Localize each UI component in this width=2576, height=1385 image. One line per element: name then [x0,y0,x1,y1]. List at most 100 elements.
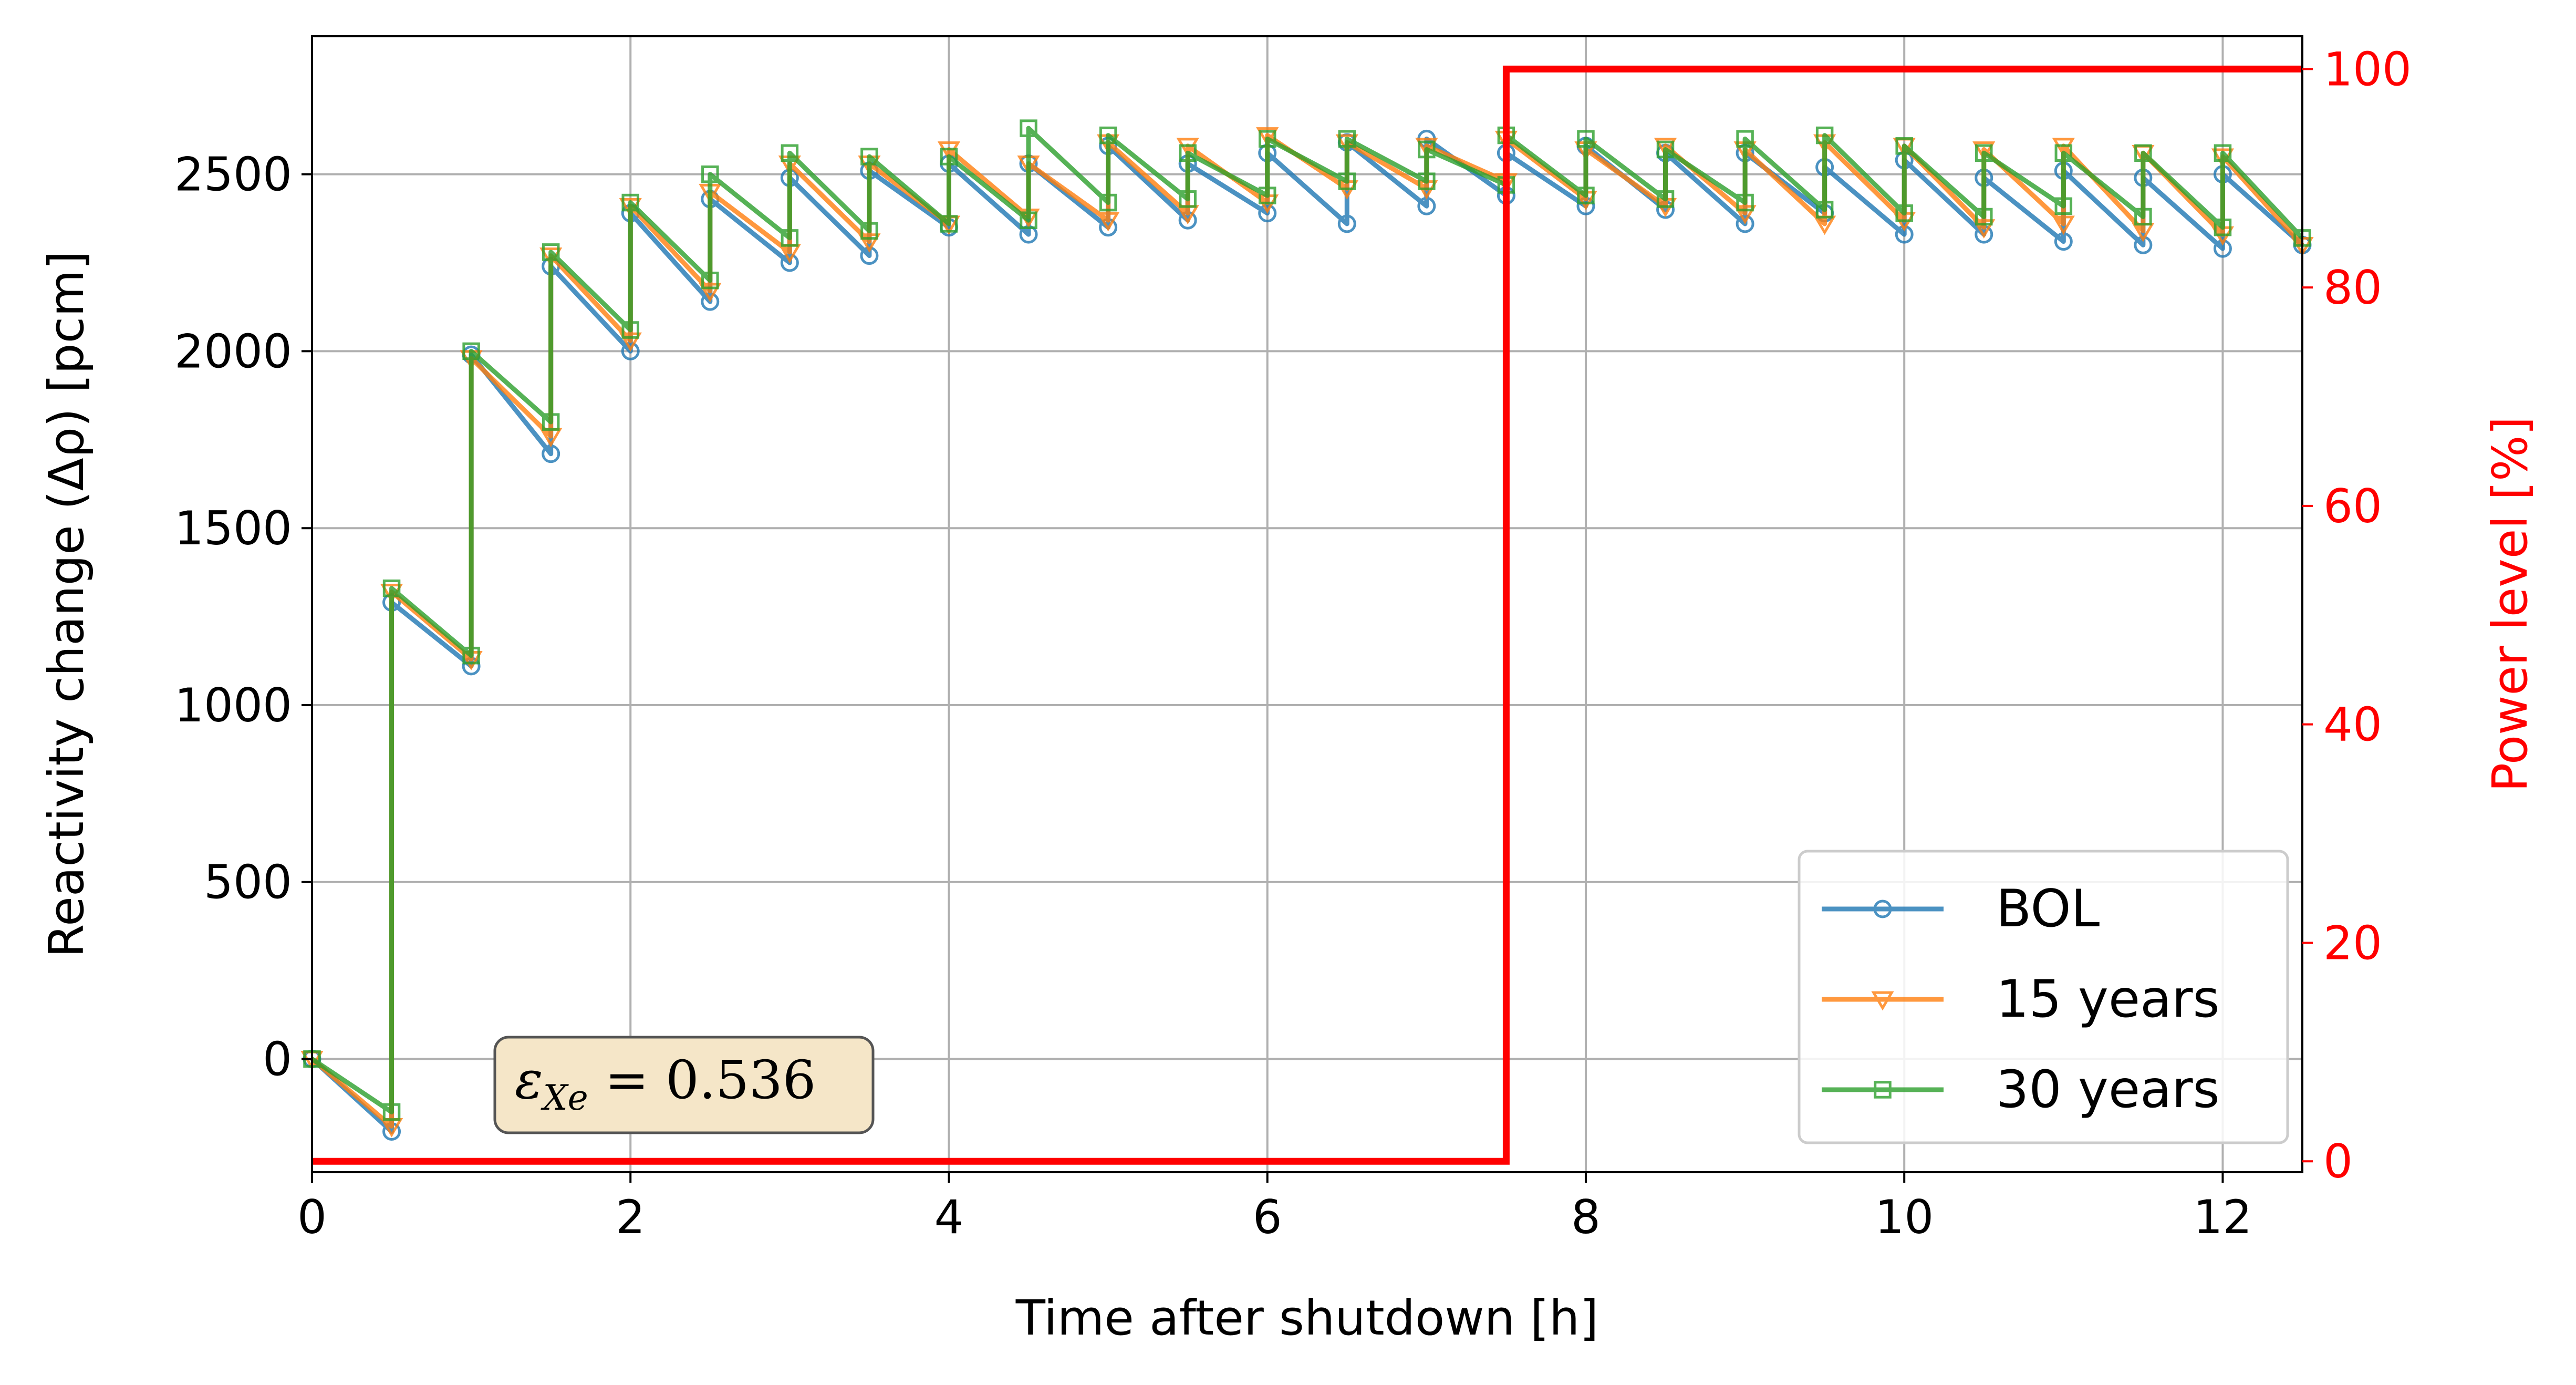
data-point [699,283,722,303]
data-point [1656,140,1675,159]
y-tick-label: 1000 [174,678,292,732]
data-point [1258,130,1276,148]
y-right-tick-label: 80 [2323,261,2382,315]
data-point [2134,208,2152,226]
data-point [781,144,799,162]
x-tick-label: 10 [1875,1190,1934,1244]
x-tick-label: 12 [2193,1190,2252,1244]
series-line [310,136,2304,1134]
power-level-line [312,65,2302,1165]
data-point [2214,218,2232,236]
annotation-value: = 0.536 [588,1049,816,1111]
data-point [2054,197,2073,215]
data-point [1972,219,1996,239]
data-point [1972,141,1996,161]
annotation-box [493,1036,875,1134]
data-point [1577,130,1595,148]
data-point [701,165,719,183]
data-point [462,342,480,360]
data-point [940,215,958,233]
data-point [619,332,642,352]
data-point [1096,212,1120,232]
data-point [2052,138,2075,158]
data-point [621,342,640,360]
data-point [1179,144,1197,162]
data-point [542,243,560,261]
legend: BOL 15 years 30 years [1798,850,2289,1144]
data-point [1736,214,1754,233]
data-point [1975,208,1993,226]
y-right-tick-label: 60 [2323,479,2382,533]
series-line [310,126,2304,1115]
legend-items: BOL 15 years 30 years [1822,879,2220,1120]
legend-label: 15 years [1996,969,2220,1029]
y-right-tick-label: 0 [2323,1134,2353,1188]
data-point [382,1103,401,1121]
data-point [1179,190,1197,208]
data-point [1975,144,1993,162]
data-point [2214,144,2232,162]
y-tick-label: 1500 [174,501,292,555]
y-right-tick-label: 20 [2323,916,2382,970]
y-tick-label: 2000 [174,324,292,378]
data-point [621,321,639,339]
data-point [1577,187,1595,204]
data-point [1258,187,1276,204]
data-point [1020,211,1037,229]
data-point [701,292,720,311]
data-point [1338,130,1356,148]
x-tick-label: 4 [934,1190,963,1244]
data-point [1418,140,1436,159]
data-point [1733,205,1757,225]
data-point [940,148,958,166]
data-point [1415,138,1438,158]
data-point [1736,130,1754,148]
data-point [462,646,480,665]
plot-frame [311,35,2303,1173]
data-point [1337,214,1356,233]
data-point [1654,138,1677,158]
xenon-annotation: εXe = 0.536 [493,1036,875,1134]
data-point [621,193,639,212]
data-point [2054,144,2073,162]
x-axis-title: Time after shutdown [h] [1015,1290,1598,1346]
data-point [860,222,878,240]
y-axis-title: Reactivity change (Δρ) [pcm] [38,251,95,957]
y-tick-label: 2500 [174,148,292,202]
data-layer [300,65,2314,1165]
data-point [2134,144,2152,162]
y-right-tick-label: 40 [2323,698,2382,752]
data-point [701,271,719,290]
legend-item [1822,1081,1944,1099]
data-point [1258,204,1277,223]
data-point [1895,137,1913,155]
data-point [1656,190,1675,208]
legend-label: 30 years [1996,1060,2220,1120]
data-point [1099,193,1117,212]
annotation-subscript: Xe [541,1078,588,1118]
data-point [1176,138,1199,158]
data-point [1099,126,1117,144]
data-point [1256,127,1279,147]
data-point [1815,126,1834,144]
legend-item [1822,900,1944,918]
data-point [1895,204,1913,222]
legend-swatch-marker [1874,1081,1892,1099]
data-point [860,148,878,166]
data-point [1815,201,1834,219]
legend-item [1822,991,1944,1011]
legend-swatch-marker [1873,900,1892,918]
legend-swatch-marker [1871,991,1894,1011]
data-point [781,229,799,247]
series-3 [303,119,2311,1121]
data-point [780,253,799,272]
ticks: 0 2 4 6 8 10 12 0 500 1000 1500 2000 2500 0 20 40 60 80 10… [174,42,2412,1244]
y-tick-label: 0 [263,1032,292,1086]
x-tick-label: 2 [616,1190,645,1244]
data-point [1338,172,1356,190]
data-point [382,579,401,597]
legend-label: BOL [1996,879,2100,939]
y-axis-right-title: Power level [%] [2482,417,2538,792]
legend-box [1798,850,2289,1144]
